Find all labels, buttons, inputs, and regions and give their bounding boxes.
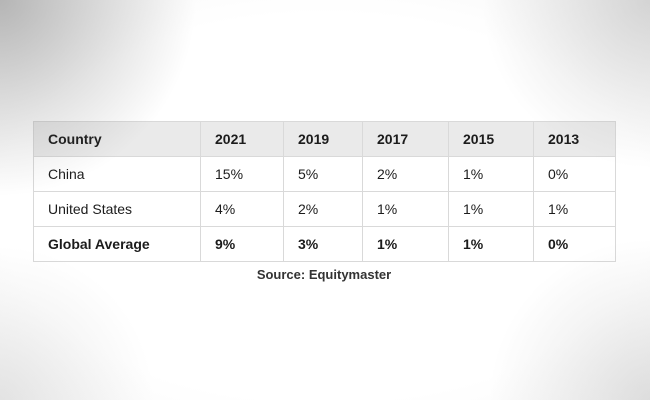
- cell-global-average-2021: 9%: [200, 226, 284, 262]
- table-row-china: China 15% 5% 2% 1% 0%: [33, 156, 616, 192]
- row-label-united-states: United States: [33, 191, 201, 227]
- column-header-2019: 2019: [283, 121, 363, 157]
- table-panel: Country 2021 2019 2017 2015 2013 China 1…: [33, 121, 616, 282]
- column-header-country: Country: [33, 121, 201, 157]
- table-row-global-average: Global Average 9% 3% 1% 1% 0%: [33, 226, 616, 262]
- returns-table: Country 2021 2019 2017 2015 2013 China 1…: [33, 121, 616, 262]
- row-label-global-average: Global Average: [33, 226, 201, 262]
- cell-united-states-2017: 1%: [362, 191, 449, 227]
- table-header-row: Country 2021 2019 2017 2015 2013: [33, 121, 616, 157]
- cell-china-2017: 2%: [362, 156, 449, 192]
- cell-global-average-2013: 0%: [533, 226, 616, 262]
- table-row-united-states: United States 4% 2% 1% 1% 1%: [33, 191, 616, 227]
- cell-china-2013: 0%: [533, 156, 616, 192]
- cell-united-states-2015: 1%: [448, 191, 534, 227]
- column-header-2021: 2021: [200, 121, 284, 157]
- column-header-2013: 2013: [533, 121, 616, 157]
- row-label-china: China: [33, 156, 201, 192]
- cell-china-2019: 5%: [283, 156, 363, 192]
- cell-china-2021: 15%: [200, 156, 284, 192]
- cell-global-average-2017: 1%: [362, 226, 449, 262]
- column-header-2017: 2017: [362, 121, 449, 157]
- column-header-2015: 2015: [448, 121, 534, 157]
- cell-united-states-2013: 1%: [533, 191, 616, 227]
- cell-united-states-2019: 2%: [283, 191, 363, 227]
- cell-united-states-2021: 4%: [200, 191, 284, 227]
- cell-china-2015: 1%: [448, 156, 534, 192]
- cell-global-average-2015: 1%: [448, 226, 534, 262]
- cell-global-average-2019: 3%: [283, 226, 363, 262]
- source-note: Source: Equitymaster: [256, 267, 392, 282]
